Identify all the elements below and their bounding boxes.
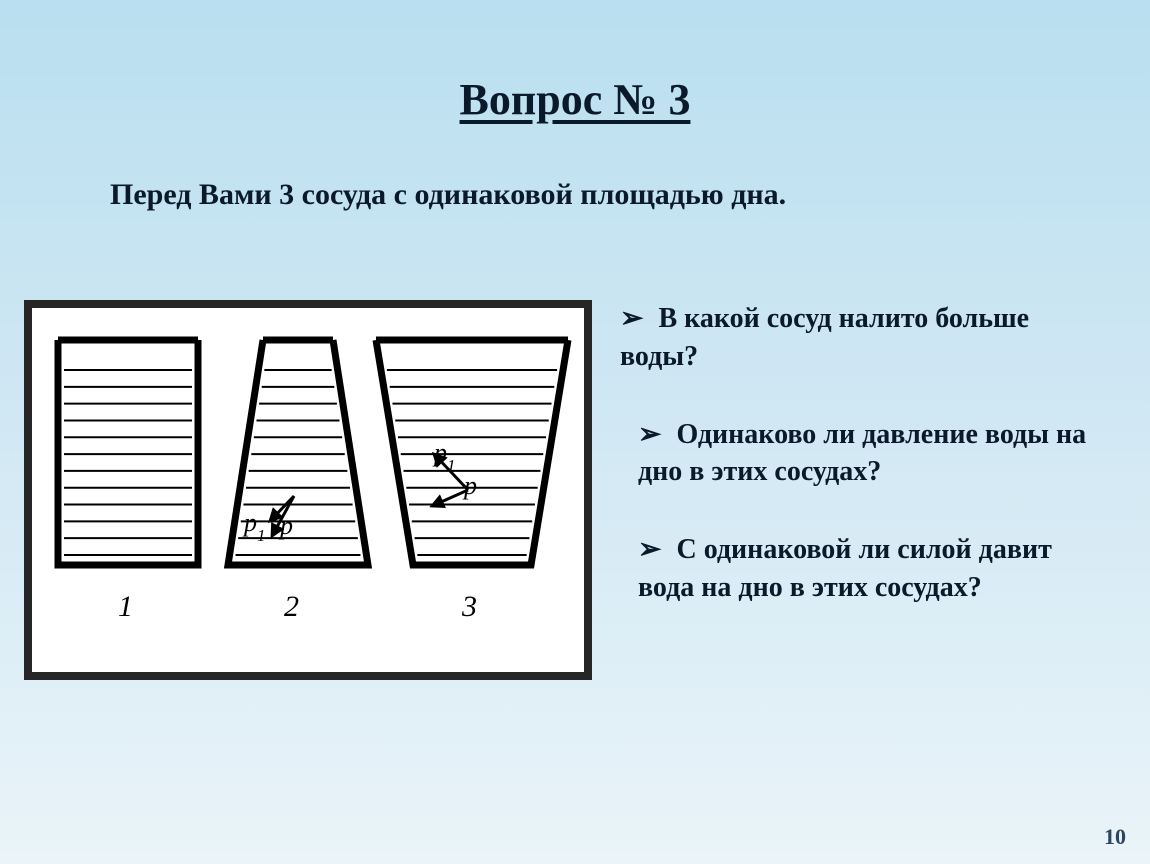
svg-text:p: p: [278, 511, 293, 540]
slide-subtitle: Перед Вами 3 сосуда с одинаковой площадь…: [110, 178, 1080, 212]
slide: Вопрос № 3 Перед Вами 3 сосуда с одинако…: [0, 0, 1150, 864]
vessels-svg: 1p1p2p1p3: [32, 308, 584, 672]
slide-title: Вопрос № 3: [0, 74, 1150, 125]
svg-text:p: p: [462, 471, 477, 500]
svg-text:1: 1: [118, 590, 133, 623]
svg-text:p1: p1: [432, 438, 455, 475]
question-3: ➢ С одинаковой ли силой давит вода на дн…: [638, 531, 1110, 607]
bullet-icon: ➢: [638, 531, 661, 569]
question-2: ➢ Одинаково ли давление воды на дно в эт…: [638, 416, 1110, 492]
question-1: ➢ В какой сосуд налито больше воды?: [620, 300, 1110, 376]
question-2-text: Одинаково ли давление воды на дно в этих…: [638, 419, 1086, 488]
bullet-icon: ➢: [620, 300, 643, 338]
questions-block: ➢ В какой сосуд налито больше воды? ➢ Од…: [612, 300, 1110, 647]
bullet-icon: ➢: [638, 416, 661, 454]
question-3-text: С одинаковой ли силой давит вода на дно …: [638, 534, 1052, 603]
page-number: 10: [1104, 824, 1126, 850]
question-1-text: В какой сосуд налито больше воды?: [620, 303, 1029, 372]
svg-text:3: 3: [461, 590, 477, 623]
vessels-diagram: 1p1p2p1p3: [24, 300, 592, 680]
svg-text:2: 2: [284, 590, 299, 623]
